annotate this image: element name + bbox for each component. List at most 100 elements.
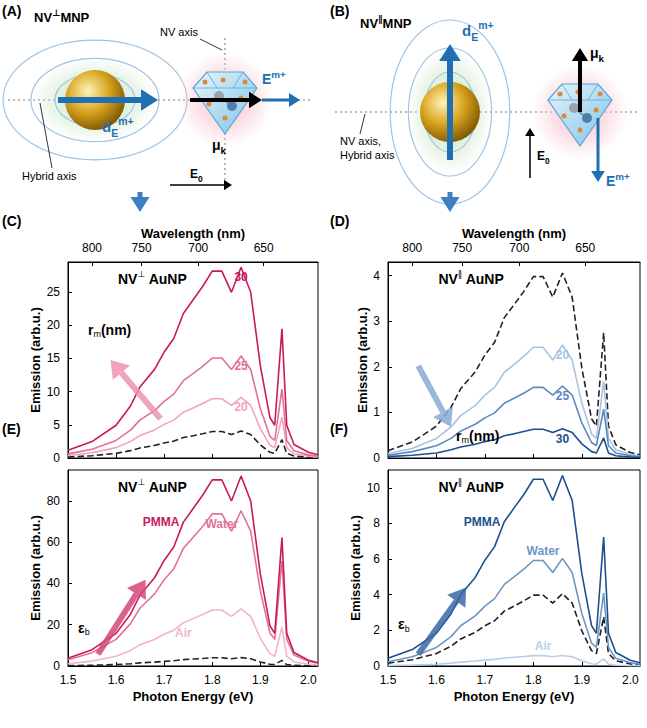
svg-text:20: 20 [234, 400, 248, 414]
svg-text:4: 4 [373, 269, 380, 283]
svg-text:10: 10 [367, 481, 381, 495]
svg-text:10: 10 [47, 385, 61, 399]
svg-text:NV: NV [118, 271, 138, 287]
svg-text:1.8: 1.8 [525, 673, 542, 687]
svg-text:AuNP: AuNP [462, 271, 503, 287]
svg-text:AuNP: AuNP [145, 479, 186, 495]
svg-text:Emission (arb.u.): Emission (arb.u.) [28, 515, 43, 620]
svg-text:Hybrid axis: Hybrid axis [22, 170, 77, 182]
svg-text:NV axis,: NV axis, [340, 135, 381, 147]
svg-text:1.7: 1.7 [156, 673, 173, 687]
svg-text:1.9: 1.9 [574, 673, 591, 687]
svg-text:30: 30 [234, 270, 248, 284]
svg-text:m: m [93, 329, 101, 339]
svg-text:8: 8 [373, 516, 380, 530]
svg-text:NV⊥MNP: NV⊥MNP [34, 8, 90, 25]
svg-text:m: m [461, 435, 469, 445]
svg-text:NV: NV [118, 479, 138, 495]
svg-text:1.5: 1.5 [60, 673, 77, 687]
svg-text:3: 3 [373, 314, 380, 328]
svg-text:μk: μk [590, 45, 605, 64]
svg-text:1.5: 1.5 [380, 673, 397, 687]
svg-text:40: 40 [47, 576, 61, 590]
svg-text:μk: μk [212, 137, 227, 156]
svg-text:20: 20 [47, 318, 61, 332]
svg-text:E0: E0 [190, 167, 203, 184]
svg-text:AuNP: AuNP [145, 271, 186, 287]
svg-text:30: 30 [556, 432, 570, 446]
svg-text:800: 800 [82, 241, 102, 255]
svg-text:Emission (arb.u.): Emission (arb.u.) [355, 307, 370, 412]
svg-text:800: 800 [402, 241, 422, 255]
svg-text:5: 5 [53, 418, 60, 432]
svg-text:Photon Energy (eV): Photon Energy (eV) [133, 689, 254, 704]
svg-text:6: 6 [373, 552, 380, 566]
svg-text:4: 4 [373, 588, 380, 602]
svg-text:0: 0 [373, 451, 380, 465]
svg-text:Photon Energy (eV): Photon Energy (eV) [454, 689, 575, 704]
svg-text:E0: E0 [537, 149, 550, 166]
svg-text:Em+: Em+ [262, 69, 286, 87]
svg-text:60: 60 [47, 535, 61, 549]
svg-text:ε: ε [78, 620, 85, 636]
svg-text:NV: NV [438, 271, 458, 287]
svg-text:2: 2 [373, 360, 380, 374]
svg-text:NV: NV [438, 479, 458, 495]
svg-text:1: 1 [373, 405, 380, 419]
svg-text:Air: Air [175, 626, 192, 640]
svg-text:⊥: ⊥ [137, 477, 145, 487]
svg-text:700: 700 [509, 241, 529, 255]
svg-text:0: 0 [53, 451, 60, 465]
svg-text:750: 750 [452, 241, 472, 255]
svg-text:(E): (E) [2, 421, 21, 437]
svg-text:Water: Water [205, 517, 238, 531]
svg-text:Em+: Em+ [606, 171, 630, 189]
svg-text:b: b [85, 627, 90, 637]
svg-text:Air: Air [535, 639, 552, 653]
svg-text:PMMA: PMMA [143, 515, 180, 529]
svg-text:1.9: 1.9 [252, 673, 269, 687]
svg-text:NV∥MNP: NV∥MNP [360, 14, 412, 31]
svg-text:25: 25 [234, 359, 248, 373]
svg-text:NV axis: NV axis [160, 26, 198, 38]
svg-text:(nm): (nm) [469, 428, 499, 444]
svg-text:20: 20 [556, 348, 570, 362]
svg-text:dEm+: dEm+ [462, 19, 494, 42]
svg-text:PMMA: PMMA [464, 515, 501, 529]
svg-text:Wavelength (nm): Wavelength (nm) [141, 226, 245, 241]
svg-text:2.0: 2.0 [300, 673, 317, 687]
svg-text:25: 25 [556, 389, 570, 403]
svg-text:0: 0 [53, 659, 60, 673]
svg-text:2: 2 [373, 623, 380, 637]
svg-text:80: 80 [47, 494, 61, 508]
svg-text:AuNP: AuNP [462, 479, 503, 495]
svg-text:(A): (A) [2, 3, 21, 19]
svg-text:Emission (arb.u.): Emission (arb.u.) [28, 307, 43, 412]
svg-text:(nm): (nm) [101, 322, 131, 338]
svg-text:1.8: 1.8 [204, 673, 221, 687]
svg-text:20: 20 [47, 618, 61, 632]
svg-text:0: 0 [373, 659, 380, 673]
svg-text:1.6: 1.6 [108, 673, 125, 687]
svg-text:b: b [405, 624, 410, 634]
svg-text:dEm+: dEm+ [102, 115, 134, 138]
svg-text:Hybrid axis: Hybrid axis [340, 149, 395, 161]
svg-text:(C): (C) [2, 213, 21, 229]
svg-text:(B): (B) [330, 3, 349, 19]
svg-text:15: 15 [47, 351, 61, 365]
svg-text:(F): (F) [330, 421, 348, 437]
svg-text:650: 650 [254, 241, 274, 255]
svg-text:25: 25 [47, 285, 61, 299]
svg-text:⊥: ⊥ [137, 269, 145, 279]
svg-text:(D): (D) [330, 213, 349, 229]
svg-text:1.7: 1.7 [477, 673, 494, 687]
svg-text:1.6: 1.6 [428, 673, 445, 687]
svg-text:Wavelength (nm): Wavelength (nm) [462, 226, 566, 241]
svg-text:700: 700 [188, 241, 208, 255]
svg-text:Emission (arb.u.): Emission (arb.u.) [348, 515, 363, 620]
svg-text:650: 650 [575, 241, 595, 255]
svg-text:2.0: 2.0 [622, 673, 639, 687]
svg-text:ε: ε [398, 616, 405, 632]
svg-text:Water: Water [527, 544, 560, 558]
svg-text:750: 750 [132, 241, 152, 255]
